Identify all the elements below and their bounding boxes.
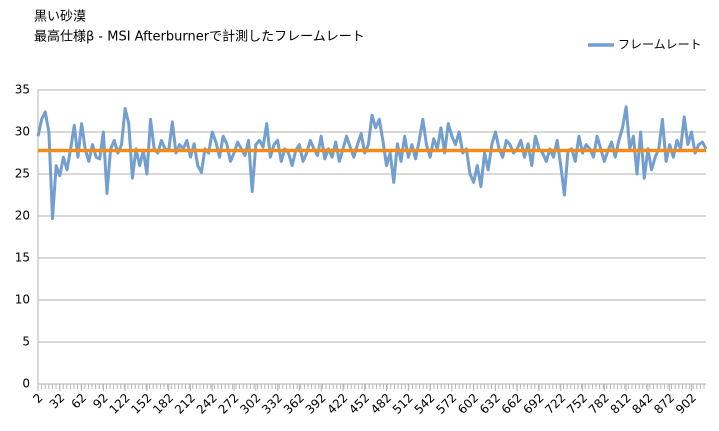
- chart-title: 黒い砂漠: [34, 10, 86, 25]
- y-tick-label: 15: [15, 251, 30, 265]
- y-tick-label: 5: [22, 335, 30, 349]
- y-tick-label: 0: [22, 377, 30, 391]
- legend-label: フレームレート: [618, 38, 702, 52]
- y-tick-label: 35: [15, 83, 30, 97]
- y-tick-label: 10: [15, 293, 30, 307]
- y-tick-label: 25: [15, 167, 30, 181]
- y-tick-label: 30: [15, 125, 30, 139]
- chart-subtitle: 最高仕様β - MSI Afterburnerで計測したフレームレート: [34, 29, 365, 45]
- y-tick-label: 20: [15, 209, 30, 223]
